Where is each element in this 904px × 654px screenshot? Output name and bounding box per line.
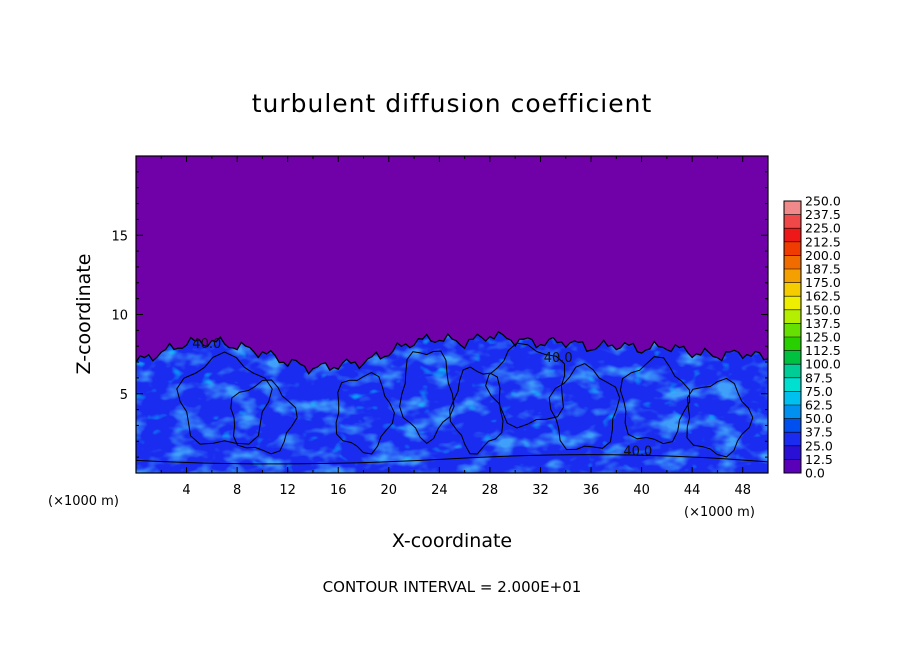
x-tick-label: 40 <box>633 483 650 498</box>
y-axis-label: Z-coordinate <box>73 254 95 375</box>
colorbar-label: 37.5 <box>805 425 833 440</box>
x-unit-right: (×1000 m) <box>684 505 755 520</box>
x-tick-label: 44 <box>684 483 701 498</box>
colorbar-label: 62.5 <box>805 398 833 413</box>
colorbar-swatch <box>784 309 801 324</box>
x-tick-label: 16 <box>330 483 347 498</box>
contour-label: 40.0 <box>623 445 652 460</box>
contour-lines <box>136 330 768 465</box>
x-axis-label: X-coordinate <box>392 530 512 552</box>
colorbar-swatch <box>784 214 801 229</box>
contour-line <box>176 351 273 445</box>
colorbar-label: 50.0 <box>805 411 833 426</box>
colorbar-label: 75.0 <box>805 384 833 399</box>
chart-title: turbulent diffusion coefficient <box>252 89 653 118</box>
colorbar-label: 237.5 <box>805 207 841 222</box>
colorbar-swatch <box>784 201 801 215</box>
y-tick-label: 5 <box>120 388 128 403</box>
contour-line <box>230 379 298 455</box>
contour-line <box>548 363 621 451</box>
colorbar-swatch <box>784 323 801 338</box>
contour-line <box>335 372 395 455</box>
x-axis-ticks: 4 8 12 16 20 24 28 32 36 40 44 48 <box>160 156 751 498</box>
colorbar-label: 12.5 <box>805 452 833 467</box>
contour-line <box>136 330 768 375</box>
y-tick-label: 15 <box>111 229 128 244</box>
colorbar-label: 87.5 <box>805 370 833 385</box>
x-tick-label: 28 <box>482 483 499 498</box>
x-tick-label: 24 <box>431 483 448 498</box>
x-tick-label: 4 <box>182 483 190 498</box>
contour-line <box>485 342 566 429</box>
contour-label: 40.0 <box>192 337 221 352</box>
colorbar-swatch <box>784 296 801 311</box>
colorbar-swatch <box>784 241 801 256</box>
contour-line <box>399 350 455 445</box>
contour-line <box>449 366 504 455</box>
colorbar-label: 175.0 <box>805 275 841 290</box>
colorbar-label: 137.5 <box>805 316 841 331</box>
colorbar-swatch <box>784 364 801 379</box>
colorbar-swatch <box>784 282 801 297</box>
colorbar-label: 25.0 <box>805 438 833 453</box>
colorbar-swatch <box>784 418 801 433</box>
turbulent-layer-highlights <box>136 331 768 473</box>
x-tick-label: 20 <box>381 483 398 498</box>
x-tick-label: 12 <box>279 483 296 498</box>
colorbar-label: 250.0 <box>805 194 841 209</box>
x-tick-label: 36 <box>583 483 600 498</box>
colorbar-label: 150.0 <box>805 302 841 317</box>
colorbar-swatch <box>784 432 801 447</box>
colorbar-label: 162.5 <box>805 289 841 304</box>
colorbar-swatch <box>784 391 801 406</box>
colorbar-swatch <box>784 269 801 283</box>
colorbar-label: 212.5 <box>805 234 841 249</box>
colorbar-label: 0.0 <box>805 466 825 481</box>
contour-line <box>686 377 754 458</box>
colorbar-label: 112.5 <box>805 343 841 358</box>
colorbar-swatch <box>784 337 801 351</box>
colorbar-label: 125.0 <box>805 330 841 345</box>
colorbar-label: 100.0 <box>805 357 841 372</box>
contour-interval-note: CONTOUR INTERVAL = 2.000E+01 <box>323 578 582 596</box>
colorbar-swatch <box>784 459 801 474</box>
colorbar: 250.0237.5225.0212.5200.0187.5175.0162.5… <box>783 194 841 481</box>
x-unit-left: (×1000 m) <box>48 494 119 509</box>
colorbar-swatch <box>784 228 801 243</box>
contour-label: 40.0 <box>544 351 573 366</box>
x-tick-label: 8 <box>233 483 241 498</box>
colorbar-label: 200.0 <box>805 248 841 263</box>
x-tick-label: 32 <box>532 483 549 498</box>
contour-line <box>619 356 691 445</box>
x-tick-label: 48 <box>734 483 751 498</box>
colorbar-label: 225.0 <box>805 221 841 236</box>
y-axis-ticks: 5 10 15 <box>111 171 768 458</box>
contour-labels: 40.0 40.0 40.0 <box>192 337 652 460</box>
colorbar-swatch <box>784 377 801 392</box>
colorbar-swatch <box>784 255 801 270</box>
colorbar-label: 187.5 <box>805 262 841 277</box>
colorbar-swatch <box>784 350 801 365</box>
colorbar-swatch <box>784 405 801 419</box>
plot-area: 40.0 40.0 40.0 <box>136 156 768 473</box>
colorbar-swatch <box>784 445 801 460</box>
y-tick-label: 10 <box>111 309 128 324</box>
contour-line <box>136 454 768 465</box>
